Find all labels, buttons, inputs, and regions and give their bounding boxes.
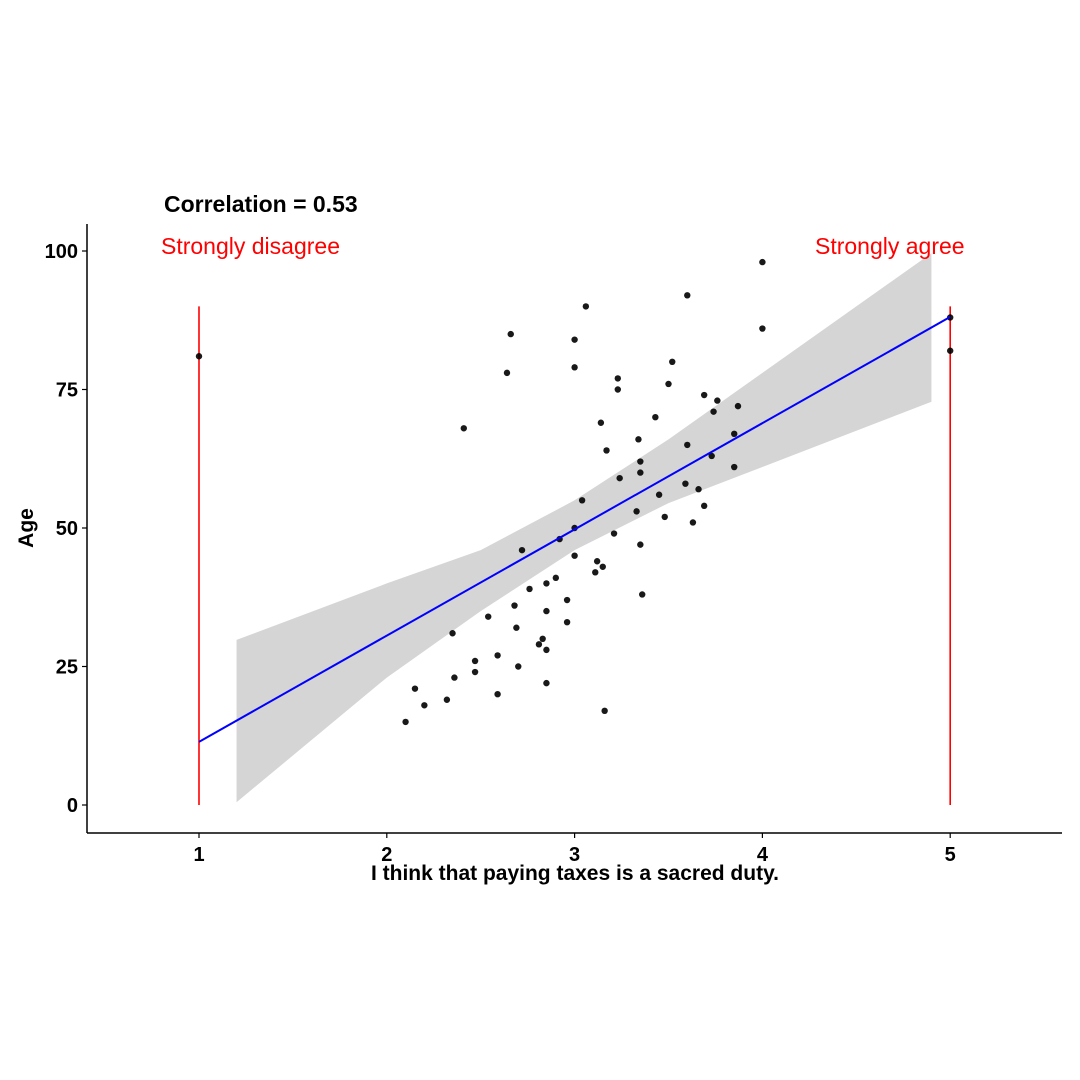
data-point — [402, 718, 409, 726]
data-point — [731, 463, 738, 471]
data-point — [195, 353, 203, 360]
data-point — [563, 618, 571, 626]
data-point — [599, 563, 606, 570]
data-point — [714, 397, 721, 404]
data-point — [526, 585, 533, 593]
data-point — [471, 657, 479, 665]
x-tick-label: 5 — [945, 844, 956, 866]
data-point — [635, 436, 642, 443]
data-point — [637, 458, 644, 465]
data-point — [682, 480, 689, 487]
data-point — [451, 674, 458, 681]
y-tick-label: 0 — [67, 795, 78, 817]
data-point — [515, 663, 522, 670]
data-point — [578, 497, 586, 504]
data-point — [411, 685, 419, 692]
x-tick-label: 1 — [193, 844, 204, 866]
y-tick-label: 100 — [45, 241, 78, 263]
points-layer — [195, 258, 954, 726]
data-point — [518, 546, 526, 554]
data-point — [543, 679, 550, 687]
data-point — [471, 668, 479, 676]
x-axis-label: I think that paying taxes is a sacred du… — [371, 862, 779, 885]
annotation-strongly-disagree: Strongly disagree — [161, 233, 340, 259]
data-point — [494, 652, 501, 659]
data-point — [639, 591, 646, 598]
data-point — [593, 558, 601, 565]
data-point — [592, 569, 599, 576]
data-point — [543, 580, 550, 587]
x-tick-label: 4 — [757, 844, 769, 866]
data-point — [543, 607, 550, 615]
data-point — [684, 292, 691, 299]
x-tick-label: 2 — [381, 844, 392, 866]
data-point — [637, 541, 644, 548]
data-point — [633, 508, 640, 515]
data-point — [759, 258, 766, 266]
data-point — [571, 552, 578, 559]
data-point — [652, 414, 659, 421]
data-point — [689, 519, 697, 526]
confidence-ribbon — [236, 253, 932, 803]
data-point — [494, 691, 501, 698]
data-point — [601, 707, 608, 715]
data-point — [700, 391, 708, 399]
regression-line — [198, 316, 951, 743]
reference-lines-layer — [198, 306, 952, 805]
data-point — [759, 325, 766, 332]
data-point — [731, 430, 738, 438]
data-point — [661, 513, 668, 521]
data-point — [684, 441, 691, 449]
data-point — [614, 375, 621, 382]
data-point — [616, 474, 623, 482]
data-point — [582, 303, 590, 310]
y-ticks: 0 25 50 75 100 — [45, 241, 87, 817]
data-point — [695, 486, 702, 493]
data-point — [539, 635, 546, 642]
data-point — [597, 419, 605, 426]
data-point — [610, 530, 618, 537]
data-point — [443, 696, 451, 703]
y-tick-label: 25 — [56, 657, 78, 679]
data-point — [947, 347, 954, 354]
data-point — [563, 596, 571, 604]
y-tick-label: 75 — [56, 380, 78, 402]
data-point — [700, 502, 708, 510]
data-point — [503, 369, 511, 377]
data-point — [665, 380, 672, 388]
data-point — [543, 646, 550, 654]
data-point — [535, 641, 543, 648]
data-point — [485, 613, 492, 620]
annotation-strongly-agree: Strongly agree — [815, 233, 965, 259]
data-point — [507, 330, 514, 338]
y-axis-label: Age — [15, 508, 38, 548]
data-point — [552, 574, 560, 582]
data-point — [511, 602, 518, 609]
confidence-ribbon-layer — [236, 253, 932, 803]
data-point — [710, 408, 717, 415]
data-point — [614, 386, 621, 393]
data-point — [734, 402, 742, 410]
data-point — [571, 364, 578, 371]
data-point — [421, 702, 428, 709]
x-ticks: 1 2 3 4 5 — [193, 833, 956, 866]
data-point — [708, 452, 715, 460]
data-point — [655, 491, 663, 498]
x-tick-label: 3 — [569, 844, 580, 866]
data-point — [669, 358, 676, 365]
data-point — [571, 336, 578, 343]
data-point — [637, 469, 644, 476]
regression-layer — [198, 316, 951, 743]
data-point — [603, 447, 610, 454]
data-point — [513, 624, 520, 631]
data-point — [460, 425, 467, 432]
data-point — [449, 630, 456, 637]
chart-title: Correlation = 0.53 — [164, 191, 358, 217]
y-tick-label: 50 — [56, 518, 78, 540]
